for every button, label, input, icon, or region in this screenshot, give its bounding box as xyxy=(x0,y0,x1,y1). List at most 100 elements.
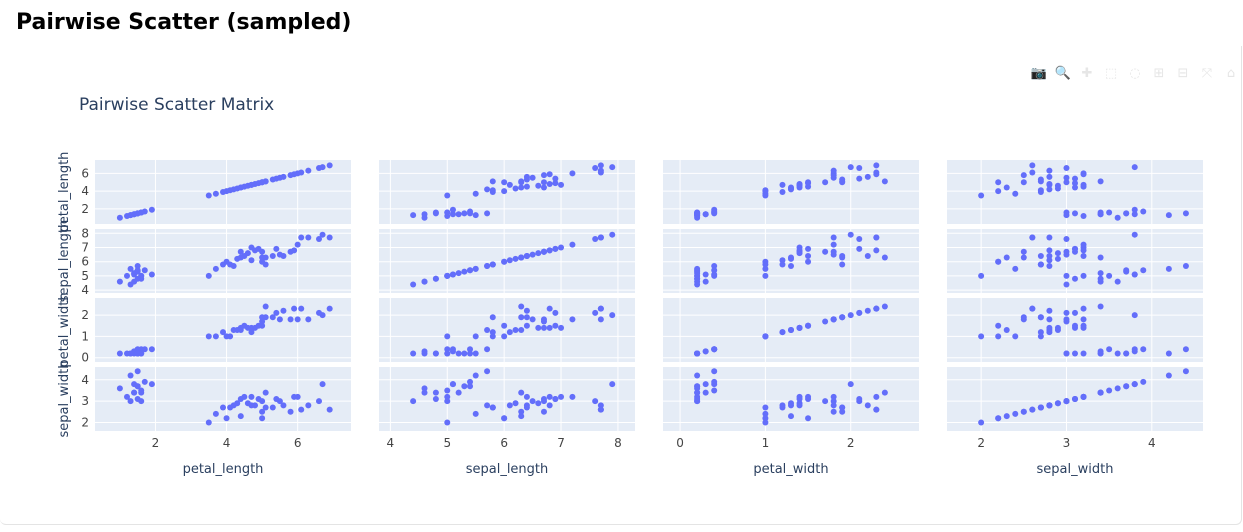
data-point[interactable] xyxy=(711,346,718,353)
data-point[interactable] xyxy=(540,172,547,179)
data-point[interactable] xyxy=(830,316,837,323)
data-point[interactable] xyxy=(262,303,269,310)
data-point[interactable] xyxy=(148,271,155,278)
data-point[interactable] xyxy=(455,270,462,277)
data-point[interactable] xyxy=(822,318,829,325)
data-point[interactable] xyxy=(472,333,479,340)
data-point[interactable] xyxy=(762,272,769,279)
data-point[interactable] xyxy=(796,247,803,254)
data-point[interactable] xyxy=(269,404,276,411)
data-point[interactable] xyxy=(1046,324,1053,331)
data-point[interactable] xyxy=(830,251,837,258)
data-point[interactable] xyxy=(597,316,604,323)
data-point[interactable] xyxy=(444,393,451,400)
data-point[interactable] xyxy=(298,406,305,413)
data-point[interactable] xyxy=(711,206,718,213)
data-point[interactable] xyxy=(1063,251,1070,258)
data-point[interactable] xyxy=(694,372,701,379)
data-point[interactable] xyxy=(1131,381,1138,388)
data-point[interactable] xyxy=(230,262,237,269)
data-point[interactable] xyxy=(1054,185,1061,192)
data-point[interactable] xyxy=(805,179,812,186)
data-point[interactable] xyxy=(847,231,854,238)
data-point[interactable] xyxy=(1063,179,1070,186)
data-point[interactable] xyxy=(779,402,786,409)
data-point[interactable] xyxy=(518,254,525,261)
data-point[interactable] xyxy=(1020,179,1027,186)
data-point[interactable] xyxy=(461,350,468,357)
data-point[interactable] xyxy=(788,327,794,333)
data-point[interactable] xyxy=(116,278,123,285)
data-point[interactable] xyxy=(1063,398,1070,405)
data-point[interactable] xyxy=(269,253,276,260)
data-point[interactable] xyxy=(523,307,530,314)
data-point[interactable] xyxy=(830,408,837,415)
data-point[interactable] xyxy=(410,212,417,219)
data-point[interactable] xyxy=(540,179,547,186)
data-point[interactable] xyxy=(501,188,508,195)
data-point[interactable] xyxy=(1020,248,1027,255)
data-point[interactable] xyxy=(1114,278,1121,285)
data-point[interactable] xyxy=(805,253,812,260)
data-point[interactable] xyxy=(1114,214,1121,221)
data-point[interactable] xyxy=(523,253,530,260)
data-point[interactable] xyxy=(822,179,829,186)
data-point[interactable] xyxy=(1140,208,1147,215)
data-point[interactable] xyxy=(1063,235,1070,242)
data-point[interactable] xyxy=(1131,271,1138,278)
data-point[interactable] xyxy=(995,179,1002,186)
data-point[interactable] xyxy=(1123,210,1130,217)
data-point[interactable] xyxy=(711,271,718,278)
data-point[interactable] xyxy=(546,305,553,312)
data-point[interactable] xyxy=(1080,213,1087,219)
data-point[interactable] xyxy=(788,254,794,261)
data-point[interactable] xyxy=(546,324,553,331)
data-point[interactable] xyxy=(432,389,439,396)
data-point[interactable] xyxy=(546,171,553,178)
data-point[interactable] xyxy=(873,247,880,254)
data-point[interactable] xyxy=(410,281,417,288)
data-point[interactable] xyxy=(779,189,786,195)
data-point[interactable] xyxy=(421,385,428,392)
data-point[interactable] xyxy=(995,258,1002,265)
data-point[interactable] xyxy=(134,368,141,375)
data-point[interactable] xyxy=(138,389,145,396)
data-point[interactable] xyxy=(847,312,854,319)
data-point[interactable] xyxy=(1054,255,1061,262)
data-point[interactable] xyxy=(501,415,508,422)
data-point[interactable] xyxy=(461,268,468,275)
data-point[interactable] xyxy=(779,329,786,336)
data-point[interactable] xyxy=(449,346,456,353)
data-point[interactable] xyxy=(512,255,519,262)
data-point[interactable] xyxy=(234,400,241,407)
data-point[interactable] xyxy=(1131,346,1138,353)
data-point[interactable] xyxy=(1097,275,1104,282)
data-point[interactable] xyxy=(273,245,280,252)
data-point[interactable] xyxy=(1063,309,1070,316)
panel-petal_width-vs-petal_width[interactable] xyxy=(663,298,919,362)
data-point[interactable] xyxy=(1046,173,1053,180)
data-point[interactable] xyxy=(1046,181,1053,188)
data-point[interactable] xyxy=(280,402,287,409)
data-point[interactable] xyxy=(518,179,525,186)
data-point[interactable] xyxy=(134,268,141,275)
data-point[interactable] xyxy=(830,174,837,181)
data-point[interactable] xyxy=(472,212,479,219)
data-point[interactable] xyxy=(138,209,145,216)
data-point[interactable] xyxy=(316,165,322,171)
data-point[interactable] xyxy=(421,278,428,285)
data-point[interactable] xyxy=(1037,333,1044,340)
data-point[interactable] xyxy=(259,248,266,255)
panel-sepal_width-vs-petal_width[interactable]: 0 1 2 xyxy=(663,367,919,450)
data-point[interactable] xyxy=(609,312,616,319)
data-point[interactable] xyxy=(805,396,812,402)
data-point[interactable] xyxy=(694,350,701,357)
data-point[interactable] xyxy=(873,393,880,400)
data-point[interactable] xyxy=(558,324,565,331)
data-point[interactable] xyxy=(518,327,525,333)
data-point[interactable] xyxy=(839,408,846,415)
data-point[interactable] xyxy=(529,251,536,258)
data-point[interactable] xyxy=(839,261,846,268)
data-point[interactable] xyxy=(856,309,863,316)
data-point[interactable] xyxy=(305,234,312,241)
